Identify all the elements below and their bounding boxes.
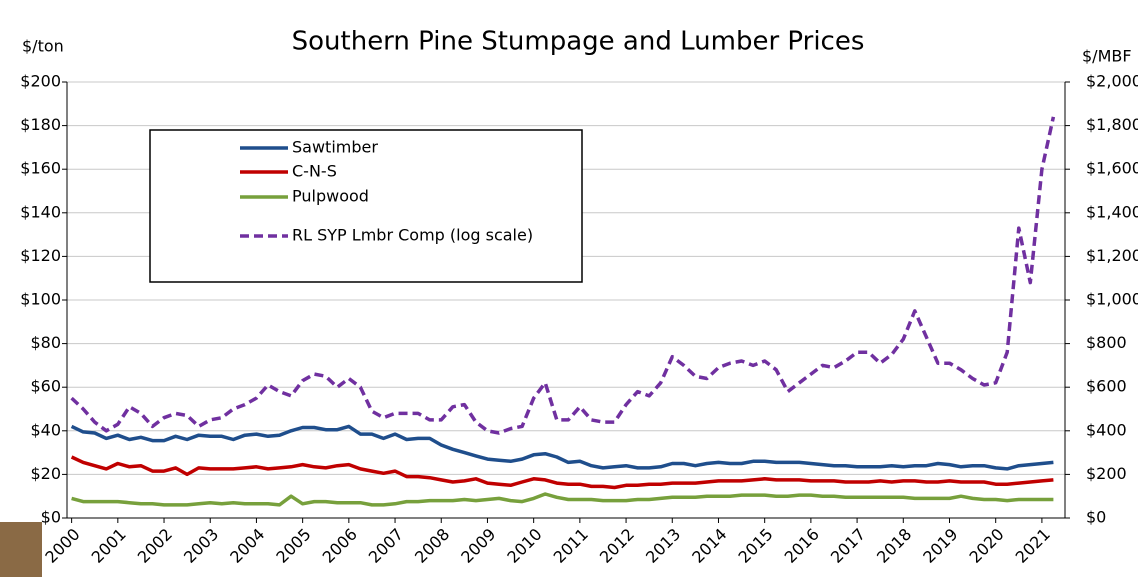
photo-corner bbox=[0, 522, 42, 577]
series-line bbox=[70, 424, 1054, 471]
y-tick-label: $140 bbox=[20, 202, 61, 221]
y-tick-label: $200 bbox=[20, 72, 61, 91]
y2-tick-label: $1,800 bbox=[1086, 115, 1138, 134]
series-line bbox=[70, 455, 1054, 490]
y-tick-label: $20 bbox=[30, 464, 61, 483]
series-line bbox=[70, 116, 1056, 435]
legend-label: Pulpwood bbox=[292, 187, 369, 206]
legend-label: RL SYP Lmbr Comp (log scale) bbox=[292, 226, 533, 245]
y2-tick-label: $2,000 bbox=[1086, 72, 1138, 91]
y2-axis-label: $/MBF bbox=[1082, 47, 1132, 66]
y-tick-label: $60 bbox=[30, 377, 61, 396]
series-line bbox=[71, 492, 1054, 507]
y2-tick-label: $0 bbox=[1086, 508, 1106, 527]
y-tick-label: $0 bbox=[41, 508, 61, 527]
legend-label: Sawtimber bbox=[292, 138, 378, 157]
chart-title: Southern Pine Stumpage and Lumber Prices bbox=[292, 27, 865, 57]
y2-tick-label: $1,000 bbox=[1086, 290, 1138, 309]
y2-tick-label: $1,600 bbox=[1086, 159, 1138, 178]
y-tick-label: $80 bbox=[30, 333, 61, 352]
legend-box bbox=[149, 129, 583, 283]
y2-tick-label: $1,200 bbox=[1086, 246, 1138, 265]
y2-tick-label: $600 bbox=[1086, 377, 1127, 396]
y2-tick-label: $1,400 bbox=[1086, 202, 1138, 221]
y2-tick-label: $200 bbox=[1086, 464, 1127, 483]
y-tick-label: $180 bbox=[20, 115, 61, 134]
legend: Sawtimber C-N-S Pulpwood RL SYP Lmbr Comp (… bbox=[240, 138, 533, 245]
y-tick-label: $100 bbox=[20, 290, 61, 309]
y2-tick-label: $800 bbox=[1086, 333, 1127, 352]
plot bbox=[70, 116, 1056, 507]
y-axis-label: $/ton bbox=[22, 37, 64, 56]
y-tick-label: $120 bbox=[20, 246, 61, 265]
y2-tick-label: $400 bbox=[1086, 420, 1127, 439]
legend-label: C-N-S bbox=[292, 162, 337, 181]
y-tick-label: $40 bbox=[30, 420, 61, 439]
y-tick-label: $160 bbox=[20, 159, 61, 178]
